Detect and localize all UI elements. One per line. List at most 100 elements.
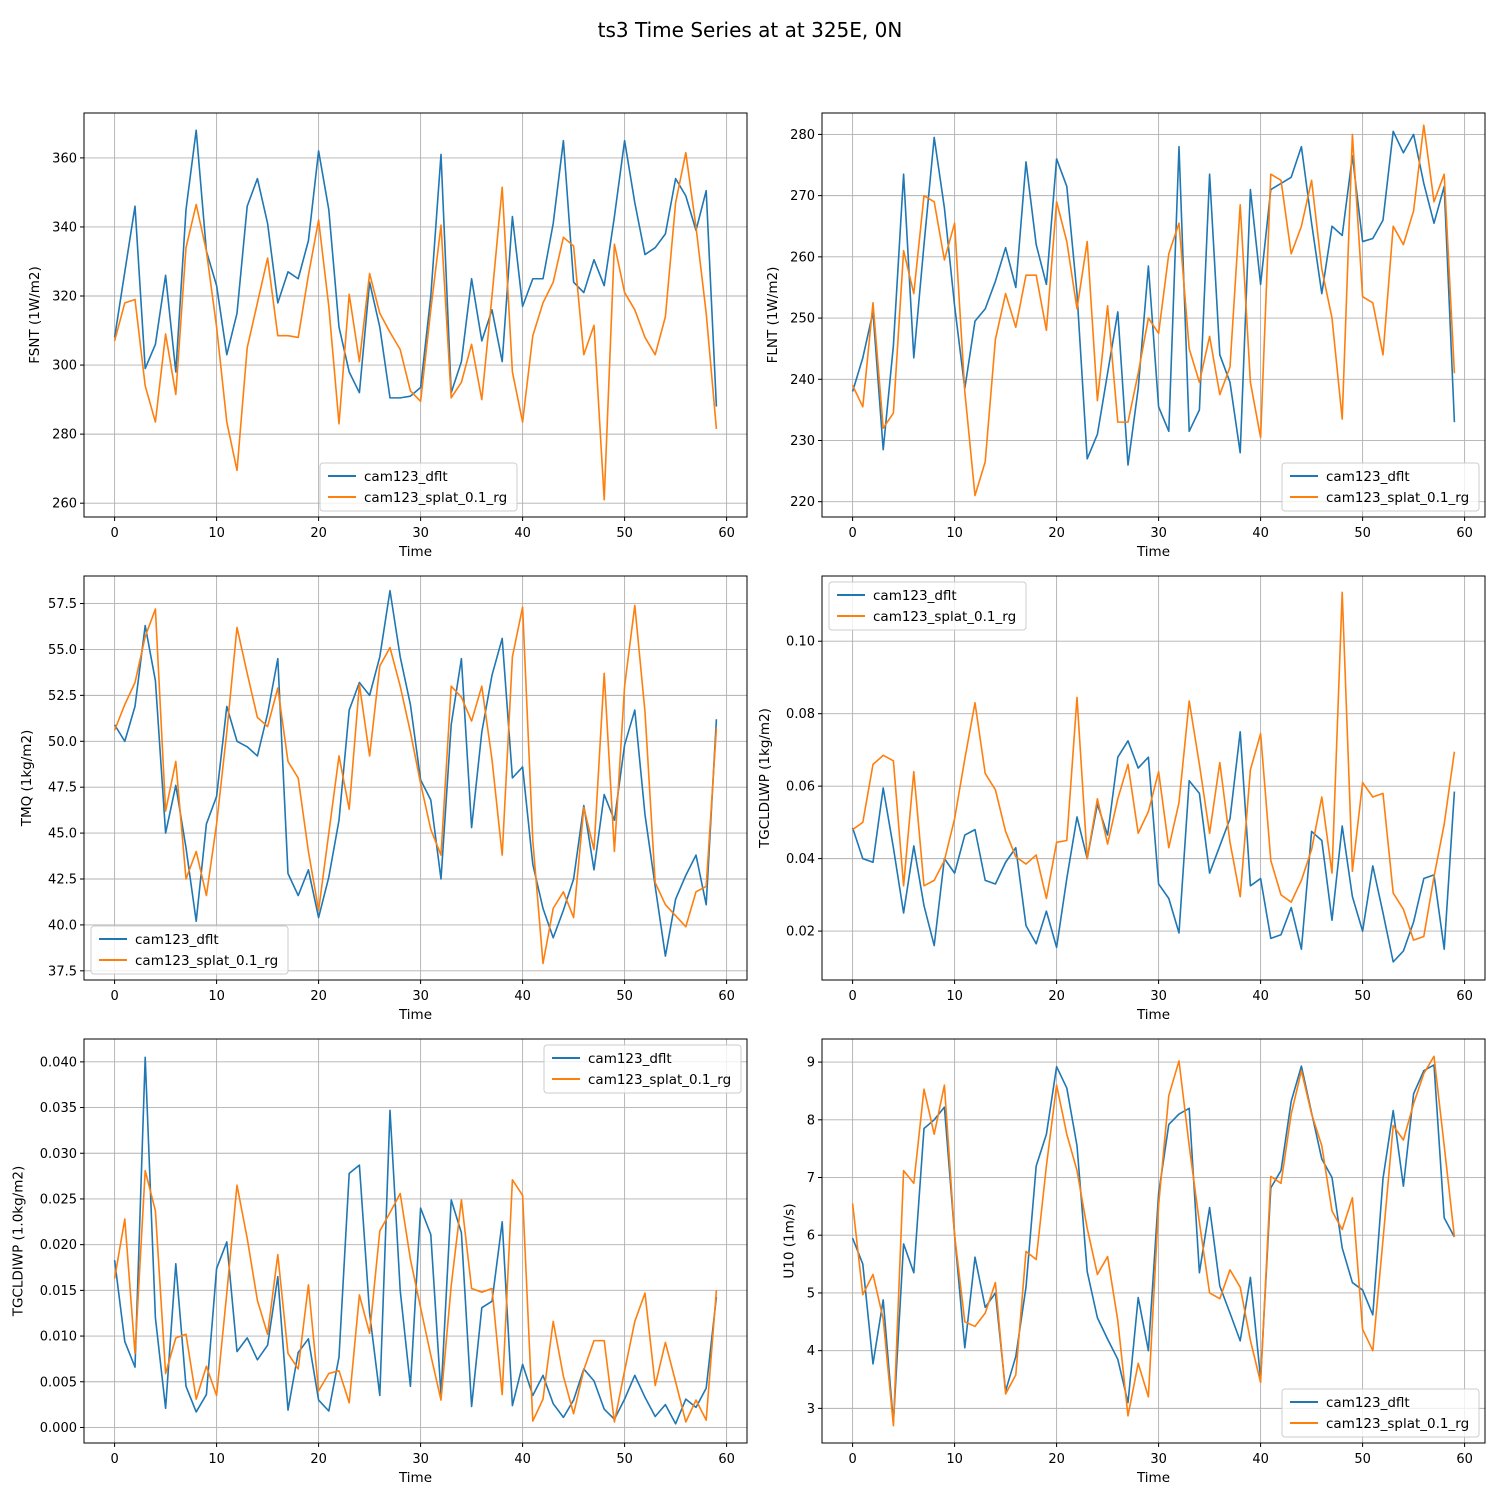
- x-tick-label: 40: [1252, 1452, 1269, 1467]
- x-axis-label: Time: [1136, 544, 1170, 560]
- axes-frame: [83, 112, 748, 518]
- y-tick-label: 260: [790, 250, 815, 265]
- x-tick-label: 0: [848, 526, 856, 541]
- y-tick-label: 0.015: [40, 1284, 77, 1299]
- figure-title: ts3 Time Series at at 325E, 0N: [598, 18, 903, 42]
- legend: cam123_dflt cam123_splat_0.1_rg: [543, 1044, 742, 1094]
- x-tick-label: 0: [110, 526, 118, 541]
- y-tick-label: 40.0: [48, 918, 77, 933]
- x-axis-label: Time: [398, 1470, 432, 1486]
- y-tick-label: 0.025: [40, 1192, 77, 1207]
- x-tick-label: 30: [1150, 526, 1167, 541]
- x-axis-label: Time: [1136, 1470, 1170, 1486]
- y-tick-label: 45.0: [48, 827, 77, 842]
- axes-frame: [821, 112, 1486, 518]
- subplot-4: 0 10 20 30 40 50 60 0.02 0.04 0.06 0.08 0.10 Time TGC…: [757, 575, 1486, 1023]
- y-tick-label: 320: [52, 290, 77, 305]
- legend-box: [319, 462, 518, 512]
- x-tick-label: 60: [1456, 526, 1473, 541]
- x-axis-label: Time: [1136, 1007, 1170, 1023]
- legend-label: cam123_dflt: [1326, 1395, 1410, 1411]
- y-tick-label: 0.005: [40, 1375, 77, 1390]
- axes-frame: [83, 1038, 748, 1444]
- legend: cam123_dflt cam123_splat_0.1_rg: [1281, 462, 1480, 512]
- x-tick-label: 60: [1456, 989, 1473, 1004]
- x-tick-label: 40: [1252, 526, 1269, 541]
- y-tick-label: 3: [807, 1402, 815, 1417]
- legend-label: cam123_dflt: [135, 932, 219, 948]
- series-line-cam123_splat_0.1_rg: [851, 1055, 1456, 1427]
- y-tick-label: 52.5: [48, 689, 77, 704]
- y-tick-label: 340: [52, 220, 77, 235]
- x-tick-label: 60: [718, 1452, 735, 1467]
- y-tick-label: 270: [790, 189, 815, 204]
- x-tick-label: 20: [1048, 1452, 1065, 1467]
- x-tick-label: 60: [718, 526, 735, 541]
- legend: cam123_dflt cam123_splat_0.1_rg: [828, 581, 1027, 631]
- y-tick-label: 280: [52, 428, 77, 443]
- x-tick-label: 50: [1354, 526, 1371, 541]
- subplot-6: 0 10 20 30 40 50 60 3 4 5 6 7 8 9 Time U10 (1m/s) cam123…: [782, 1038, 1486, 1486]
- axes-frame: [821, 1038, 1486, 1444]
- legend-label: cam123_splat_0.1_rg: [873, 609, 1016, 625]
- legend-box: [543, 1044, 742, 1094]
- x-tick-label: 50: [616, 989, 633, 1004]
- y-tick-label: 0.000: [40, 1421, 77, 1436]
- series-line-cam123_splat_0.1_rg: [113, 604, 718, 965]
- axes-frame: [83, 575, 748, 981]
- y-tick-label: 8: [807, 1113, 815, 1128]
- x-tick-label: 30: [412, 526, 429, 541]
- y-tick-label: 0.08: [786, 707, 815, 722]
- x-tick-label: 0: [848, 1452, 856, 1467]
- x-axis-label: Time: [398, 1007, 432, 1023]
- x-tick-label: 10: [208, 989, 225, 1004]
- x-tick-label: 40: [514, 1452, 531, 1467]
- x-tick-label: 30: [1150, 989, 1167, 1004]
- x-tick-label: 30: [412, 1452, 429, 1467]
- y-tick-label: 4: [807, 1344, 815, 1359]
- legend-label: cam123_dflt: [873, 588, 957, 604]
- x-tick-label: 20: [310, 1452, 327, 1467]
- legend-box: [828, 581, 1027, 631]
- legend-label: cam123_dflt: [588, 1051, 672, 1067]
- x-tick-label: 30: [1150, 1452, 1167, 1467]
- legend-box: [90, 925, 289, 975]
- y-tick-label: 250: [790, 312, 815, 327]
- x-tick-label: 20: [310, 989, 327, 1004]
- legend-label: cam123_dflt: [364, 469, 448, 485]
- x-tick-label: 0: [110, 989, 118, 1004]
- y-axis-label: U10 (1m/s): [782, 1203, 798, 1278]
- x-tick-label: 40: [514, 989, 531, 1004]
- y-tick-label: 0.010: [40, 1330, 77, 1345]
- y-axis-label: FLNT (1W/m2): [765, 267, 781, 364]
- y-tick-label: 360: [52, 151, 77, 166]
- y-axis-label: TGCLDIWP (1.0kg/m2): [11, 1166, 27, 1318]
- y-tick-label: 230: [790, 434, 815, 449]
- y-tick-label: 50.0: [48, 735, 77, 750]
- legend-label: cam123_splat_0.1_rg: [1326, 490, 1469, 506]
- series-line-cam123_splat_0.1_rg: [851, 124, 1456, 497]
- series-line-cam123_splat_0.1_rg: [852, 591, 1456, 941]
- legend: cam123_dflt cam123_splat_0.1_rg: [90, 925, 289, 975]
- x-tick-label: 50: [1354, 989, 1371, 1004]
- legend-box: [1281, 462, 1480, 512]
- legend-label: cam123_splat_0.1_rg: [364, 490, 507, 506]
- legend-label: cam123_splat_0.1_rg: [588, 1072, 731, 1088]
- y-tick-label: 0.040: [40, 1055, 77, 1070]
- y-tick-label: 0.04: [786, 852, 815, 867]
- series-line-cam123_dflt: [113, 129, 718, 407]
- legend: cam123_dflt cam123_splat_0.1_rg: [319, 462, 518, 512]
- y-axis-label: TMQ (1kg/m2): [19, 730, 35, 828]
- x-tick-label: 10: [208, 526, 225, 541]
- y-tick-label: 0.02: [786, 925, 815, 940]
- y-tick-label: 37.5: [48, 964, 77, 979]
- subplot-2: 0 10 20 30 40 50 60 220 230 240 250 260 270 280 Time FL…: [765, 112, 1486, 560]
- y-tick-label: 9: [807, 1056, 815, 1071]
- y-tick-label: 0.035: [40, 1101, 77, 1116]
- x-tick-label: 60: [1456, 1452, 1473, 1467]
- y-tick-label: 7: [807, 1171, 815, 1186]
- legend-label: cam123_dflt: [1326, 469, 1410, 485]
- y-tick-label: 0.10: [786, 635, 815, 650]
- subplot-3: 0 10 20 30 40 50 60 37.5 40.0 42.5 45.0 47.5 50.0 52.…: [19, 575, 748, 1023]
